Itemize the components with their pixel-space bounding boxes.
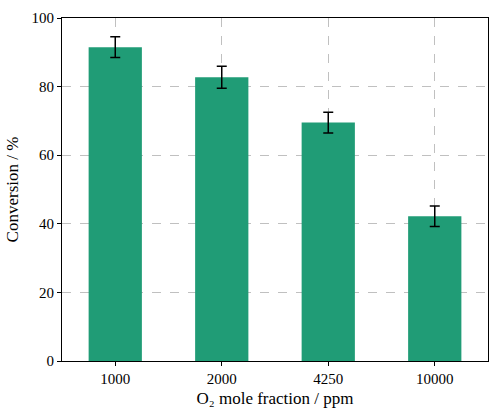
svg-text:2000: 2000 [207,371,237,387]
svg-text:100: 100 [32,10,55,26]
svg-text:40: 40 [39,216,54,232]
svg-text:60: 60 [39,147,54,163]
svg-text:80: 80 [39,79,54,95]
svg-text:O₂ mole fraction / ppm: O₂ mole fraction / ppm [196,389,353,408]
svg-text:Conversion / %: Conversion / % [3,137,22,243]
svg-text:10000: 10000 [416,371,454,387]
svg-text:20: 20 [39,285,54,301]
svg-text:4250: 4250 [313,371,343,387]
svg-text:0: 0 [47,353,55,369]
svg-text:1000: 1000 [100,371,130,387]
